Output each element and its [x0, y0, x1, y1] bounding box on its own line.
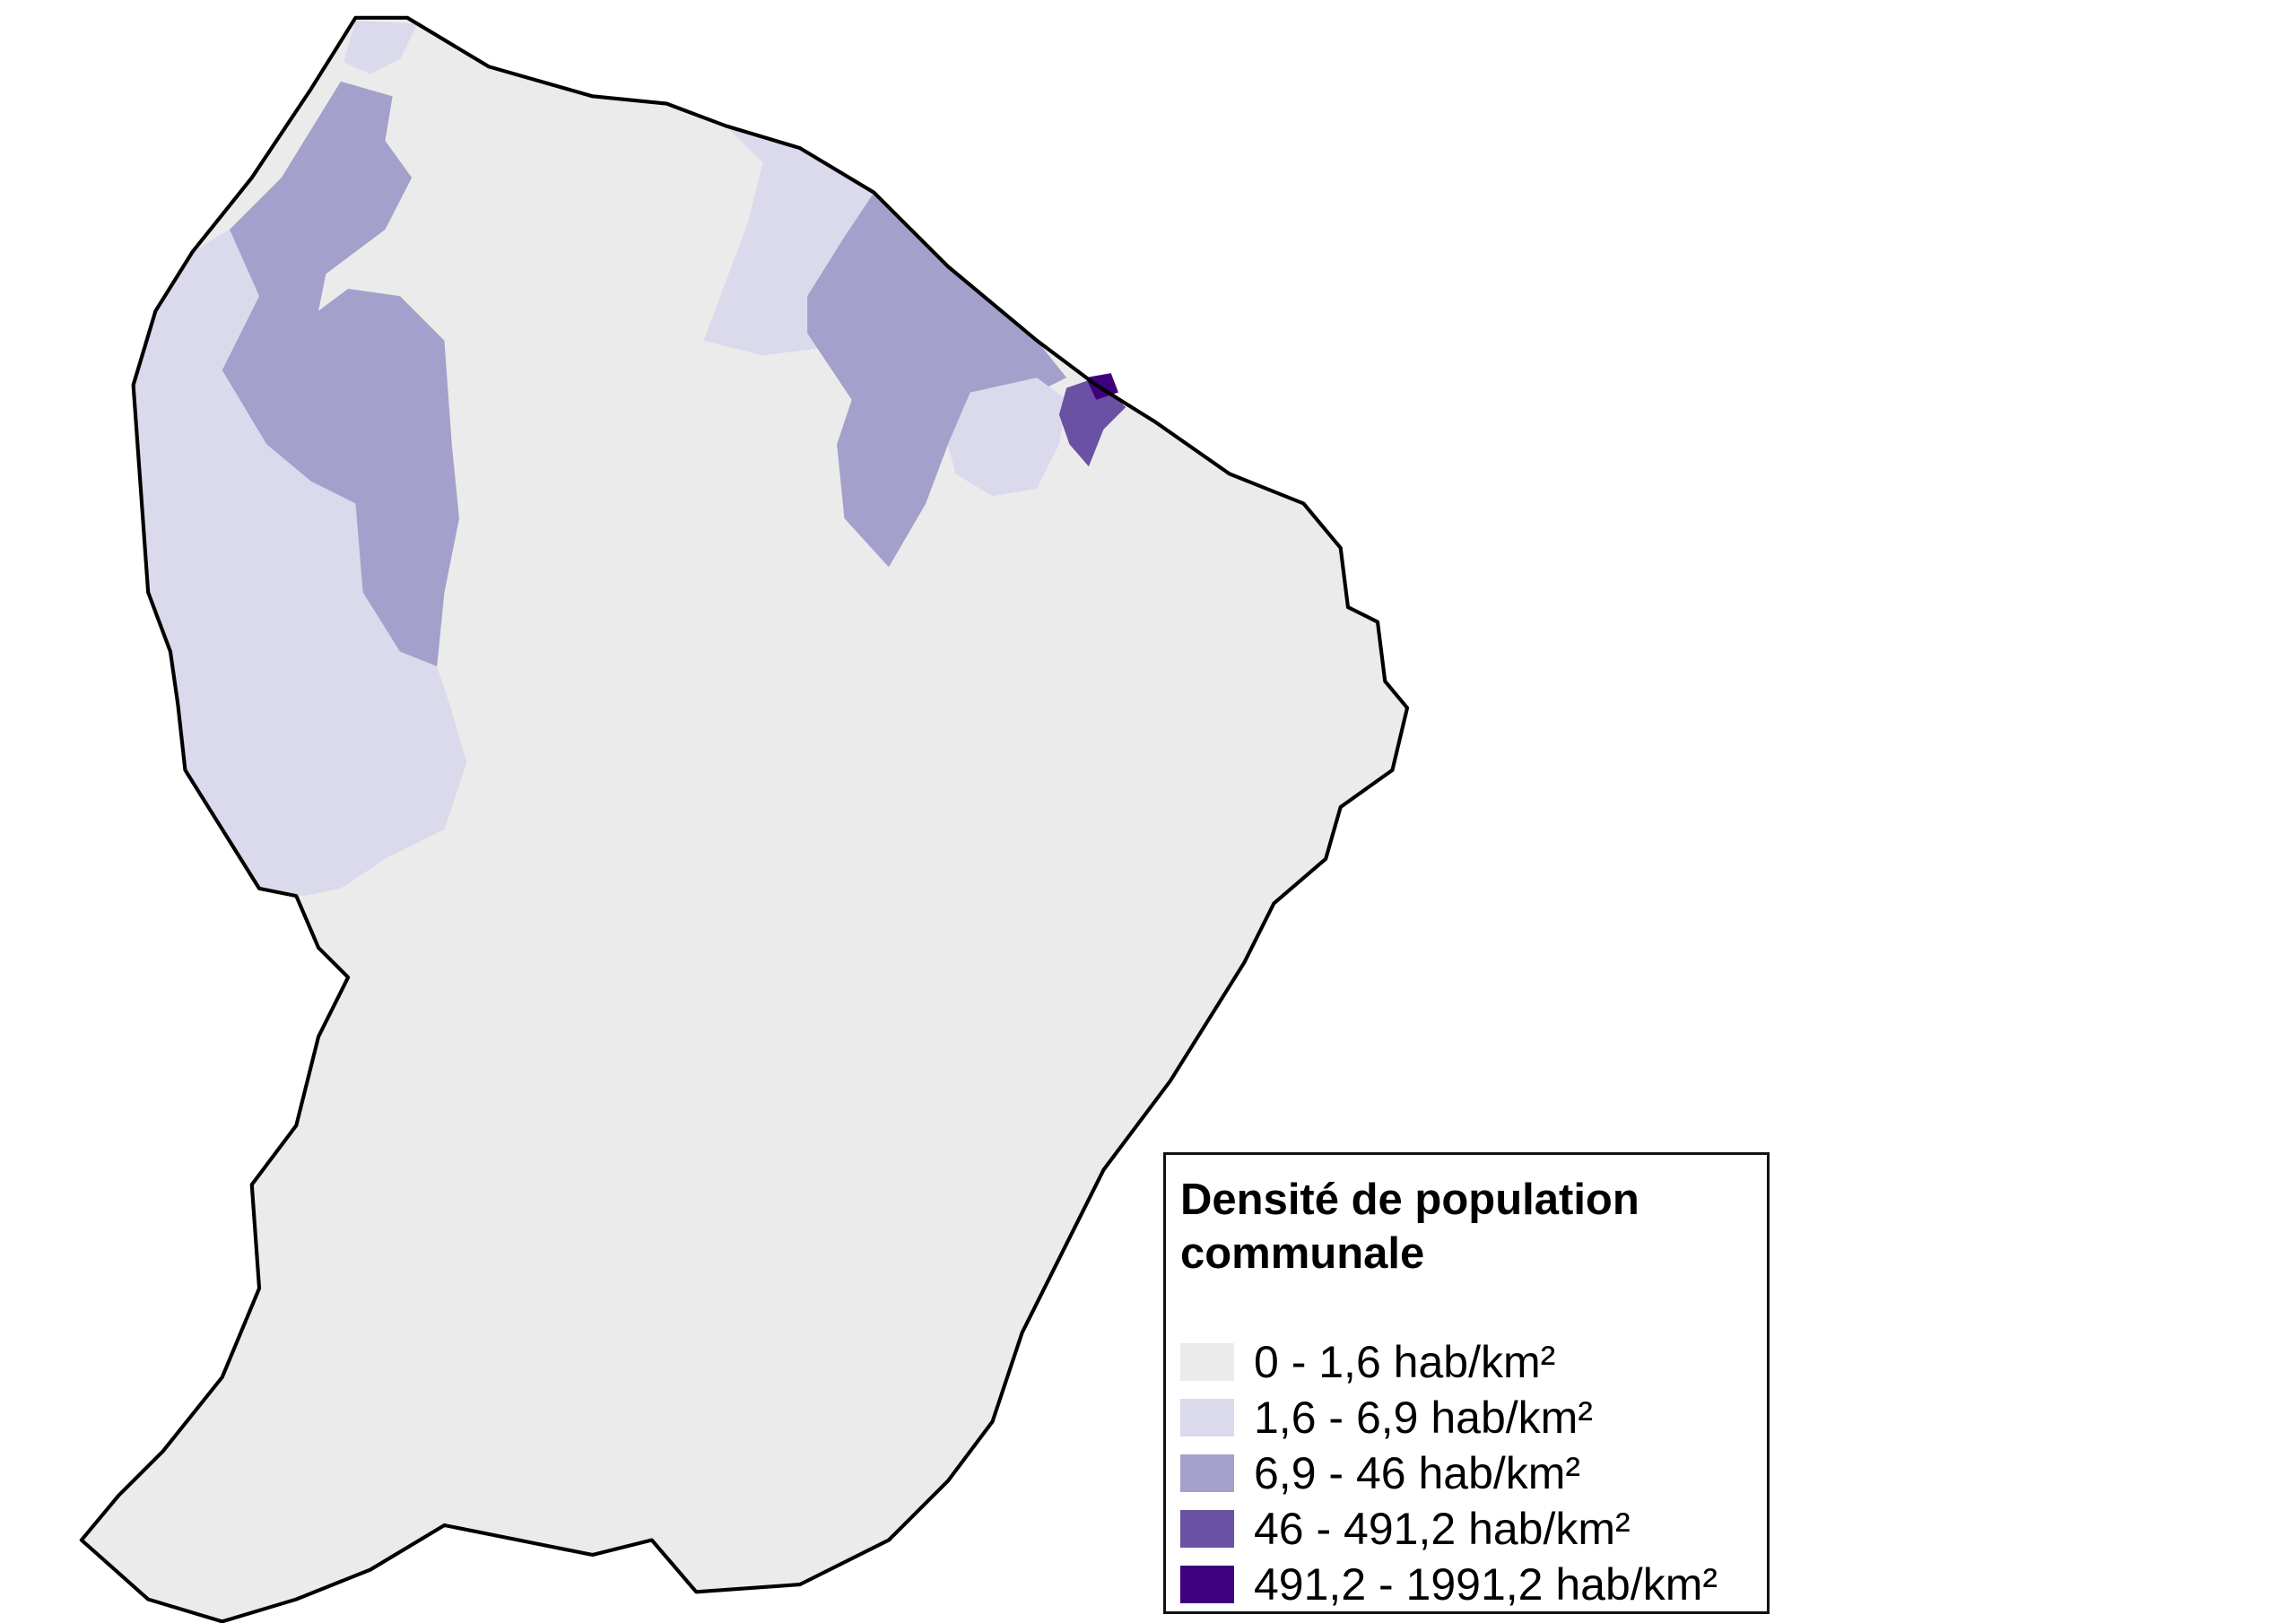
legend-item: 46 - 491,2 hab/km² — [1180, 1501, 1718, 1557]
region-north-center — [703, 126, 874, 356]
territory-outline — [79, 15, 1410, 1623]
region-matoury — [1058, 378, 1126, 467]
legend-swatch — [1180, 1343, 1234, 1381]
map-legend: Densité de population communale 0 - 1,6 … — [1163, 1152, 1770, 1614]
legend-swatch — [1180, 1399, 1234, 1436]
region-northwest-tip — [344, 21, 418, 74]
region-west-strip — [133, 229, 467, 897]
region-west-mid — [222, 81, 459, 667]
region-near-cayenne — [948, 378, 1067, 497]
legend-item: 491,2 - 1991,2 hab/km² — [1180, 1557, 1718, 1612]
legend-swatch — [1180, 1510, 1234, 1548]
region-coastal-mid — [807, 192, 1067, 568]
legend-item: 1,6 - 6,9 hab/km² — [1180, 1390, 1718, 1445]
legend-label: 6,9 - 46 hab/km² — [1254, 1448, 1581, 1498]
legend-item: 0 - 1,6 hab/km² — [1180, 1334, 1718, 1390]
legend-label: 0 - 1,6 hab/km² — [1254, 1337, 1556, 1387]
legend-title: Densité de population communale — [1180, 1176, 1639, 1278]
legend-label: 46 - 491,2 hab/km² — [1254, 1504, 1631, 1554]
legend-item: 6,9 - 46 hab/km² — [1180, 1445, 1718, 1501]
legend-swatch — [1180, 1566, 1234, 1603]
legend-label: 1,6 - 6,9 hab/km² — [1254, 1393, 1593, 1443]
legend-label: 491,2 - 1991,2 hab/km² — [1254, 1559, 1718, 1610]
legend-swatch — [1180, 1454, 1234, 1492]
